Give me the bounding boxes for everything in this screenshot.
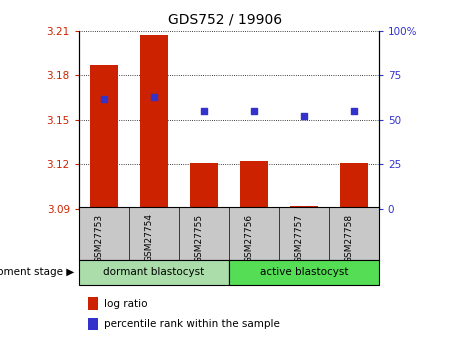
Text: GSM27755: GSM27755 bbox=[195, 214, 204, 263]
Text: active blastocyst: active blastocyst bbox=[260, 267, 348, 277]
Point bbox=[250, 108, 258, 114]
Text: log ratio: log ratio bbox=[104, 299, 147, 309]
Point bbox=[200, 108, 207, 114]
Text: GDS752 / 19906: GDS752 / 19906 bbox=[168, 12, 283, 26]
Text: development stage ▶: development stage ▶ bbox=[0, 267, 74, 277]
Point bbox=[100, 96, 107, 101]
Point bbox=[300, 114, 308, 119]
Text: dormant blastocyst: dormant blastocyst bbox=[103, 267, 205, 277]
Text: GSM27756: GSM27756 bbox=[245, 214, 254, 263]
Bar bbox=[290, 206, 318, 209]
Bar bbox=[340, 163, 368, 209]
Bar bbox=[229, 260, 379, 285]
Bar bbox=[140, 36, 168, 209]
Bar bbox=[240, 161, 267, 209]
Text: percentile rank within the sample: percentile rank within the sample bbox=[104, 319, 280, 329]
Point bbox=[150, 94, 157, 100]
Text: GSM27758: GSM27758 bbox=[345, 214, 354, 263]
Text: GSM27754: GSM27754 bbox=[145, 214, 154, 263]
Bar bbox=[90, 65, 118, 209]
Bar bbox=[190, 163, 218, 209]
Bar bbox=[79, 260, 229, 285]
Point bbox=[350, 108, 358, 114]
Bar bbox=[88, 297, 98, 310]
Text: GSM27757: GSM27757 bbox=[295, 214, 304, 263]
Text: GSM27753: GSM27753 bbox=[95, 214, 104, 263]
Bar bbox=[88, 318, 98, 330]
